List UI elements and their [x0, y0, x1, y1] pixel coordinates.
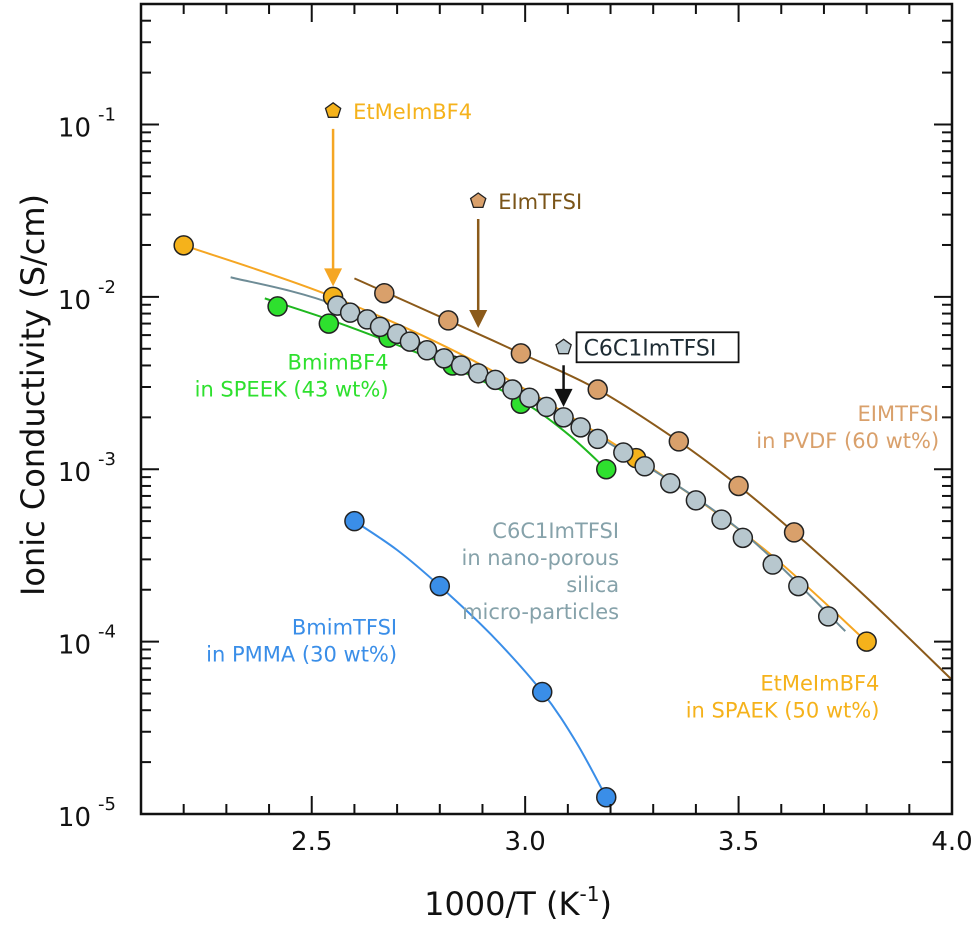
- arrow-head: [469, 309, 488, 328]
- y-tick-label: 10: [58, 458, 91, 488]
- data-point: [467, 363, 489, 384]
- pure-liquid-arrows: [324, 128, 573, 407]
- y-tick-label: 10: [58, 803, 91, 833]
- data-point: [634, 456, 655, 477]
- pure-liquid-label: EImTFSI: [498, 190, 582, 214]
- label-box: [575, 331, 740, 364]
- y-tick-label-exponent: -4: [98, 622, 116, 643]
- x-tick-label: 2.5: [291, 827, 332, 857]
- data-point: [318, 313, 340, 334]
- series-annotation: BmimBF4 in SPEEK (43 wt%): [195, 350, 389, 401]
- data-point: [613, 442, 634, 463]
- axis-tick-labels: 2.5 3.0 3.5 4.0 10 -1 10 -2 10 -3 10 -4 10 -5: [58, 104, 973, 857]
- data-point: [783, 522, 805, 543]
- data-point: [519, 387, 540, 408]
- annotation-line: in SPEEK (43 wt%): [195, 377, 389, 401]
- data-point: [596, 458, 617, 480]
- data-point: [344, 510, 365, 532]
- annotation-line: C6C1ImTFSI: [492, 519, 619, 543]
- y-axis-title: Ionic Conductivity (S/cm): [14, 194, 52, 596]
- series-annotation: EtMeImBF4 in SPAEK (50 wt%): [686, 672, 880, 723]
- x-axis-title: 1000/T (K-1): [424, 882, 612, 923]
- arrow-head: [554, 388, 573, 407]
- data-point: [502, 379, 523, 400]
- series-annotation: EIMTFSI in PVDF (60 wt%): [756, 402, 939, 453]
- data-points: [173, 235, 877, 808]
- annotation-line: in PMMA (30 wt%): [206, 642, 397, 666]
- annotation-line: EIMTFSI: [858, 402, 940, 426]
- x-tick-label: 3.0: [504, 827, 545, 857]
- data-point: [587, 379, 608, 400]
- data-point: [660, 472, 681, 494]
- pure-liquid-markers: EtMeImBF4 EImTFSI C6C1ImTFSI: [324, 100, 740, 364]
- data-point: [531, 681, 553, 703]
- data-point: [668, 431, 690, 452]
- data-point: [173, 235, 194, 256]
- data-point: [429, 575, 451, 597]
- data-point: [399, 331, 421, 352]
- arrow-head: [324, 268, 343, 287]
- data-point: [685, 490, 707, 511]
- pure-liquid-label: EtMeImBF4: [353, 100, 472, 124]
- pure-liquid-label: C6C1ImTFSI: [584, 336, 717, 361]
- data-point: [485, 369, 506, 391]
- pentagon-marker: [555, 338, 572, 355]
- data-point: [788, 575, 809, 597]
- data-point: [732, 527, 754, 549]
- pentagon-marker: [324, 101, 342, 118]
- data-point: [369, 316, 391, 338]
- data-point: [438, 310, 459, 331]
- x-axis-title-main: 1000/T (K: [424, 885, 580, 923]
- data-point: [416, 340, 438, 361]
- pentagon-marker: [469, 192, 487, 209]
- series-annotation: BmimTFSI in PMMA (30 wt%): [206, 615, 397, 666]
- data-point: [536, 396, 557, 418]
- data-point: [817, 606, 839, 627]
- annotation-line: BmimTFSI: [292, 615, 397, 639]
- y-tick-label-exponent: -5: [98, 794, 116, 815]
- x-axis-title-sup: -1: [579, 882, 599, 906]
- annotation-line: micro-particles: [462, 600, 619, 624]
- y-tick-label-exponent: -3: [98, 449, 116, 470]
- y-tick-label: 10: [58, 286, 91, 316]
- annotation-line: in PVDF (60 wt%): [756, 429, 939, 453]
- y-tick-label: 10: [58, 631, 91, 661]
- y-tick-label-exponent: -2: [98, 277, 116, 298]
- data-point: [267, 296, 288, 317]
- data-point: [762, 554, 783, 575]
- y-tick-label: 10: [58, 113, 91, 143]
- data-point: [570, 417, 591, 438]
- data-point: [433, 348, 455, 369]
- annotation-line: EtMeImBF4: [760, 672, 879, 696]
- data-point: [856, 631, 877, 652]
- data-point: [339, 302, 361, 323]
- plot-frame: [139, 2, 954, 816]
- fit-line: [353, 520, 608, 798]
- data-point: [711, 509, 732, 530]
- annotation-line: silica: [566, 573, 619, 597]
- y-tick-label-exponent: -1: [98, 104, 116, 125]
- series-annotation: C6C1ImTFSI in nano-porous silica micro-part…: [461, 519, 619, 624]
- data-point: [450, 355, 472, 376]
- series-annotations: BmimBF4 in SPEEK (43 wt%) EIMTFSI in PVDF (…: [195, 350, 940, 722]
- data-point: [596, 787, 617, 808]
- annotation-line: in SPAEK (50 wt%): [686, 699, 880, 723]
- annotation-line: BmimBF4: [288, 350, 389, 374]
- data-point: [587, 428, 608, 450]
- axis-ticks: [141, 3, 953, 815]
- data-point: [553, 407, 574, 428]
- x-tick-label: 4.0: [931, 827, 972, 857]
- x-tick-label: 3.5: [718, 827, 759, 857]
- data-point: [510, 343, 532, 364]
- x-axis-title-close: ): [599, 885, 611, 923]
- data-point: [374, 282, 395, 304]
- data-point: [728, 475, 749, 497]
- annotation-line: in nano-porous: [461, 546, 619, 570]
